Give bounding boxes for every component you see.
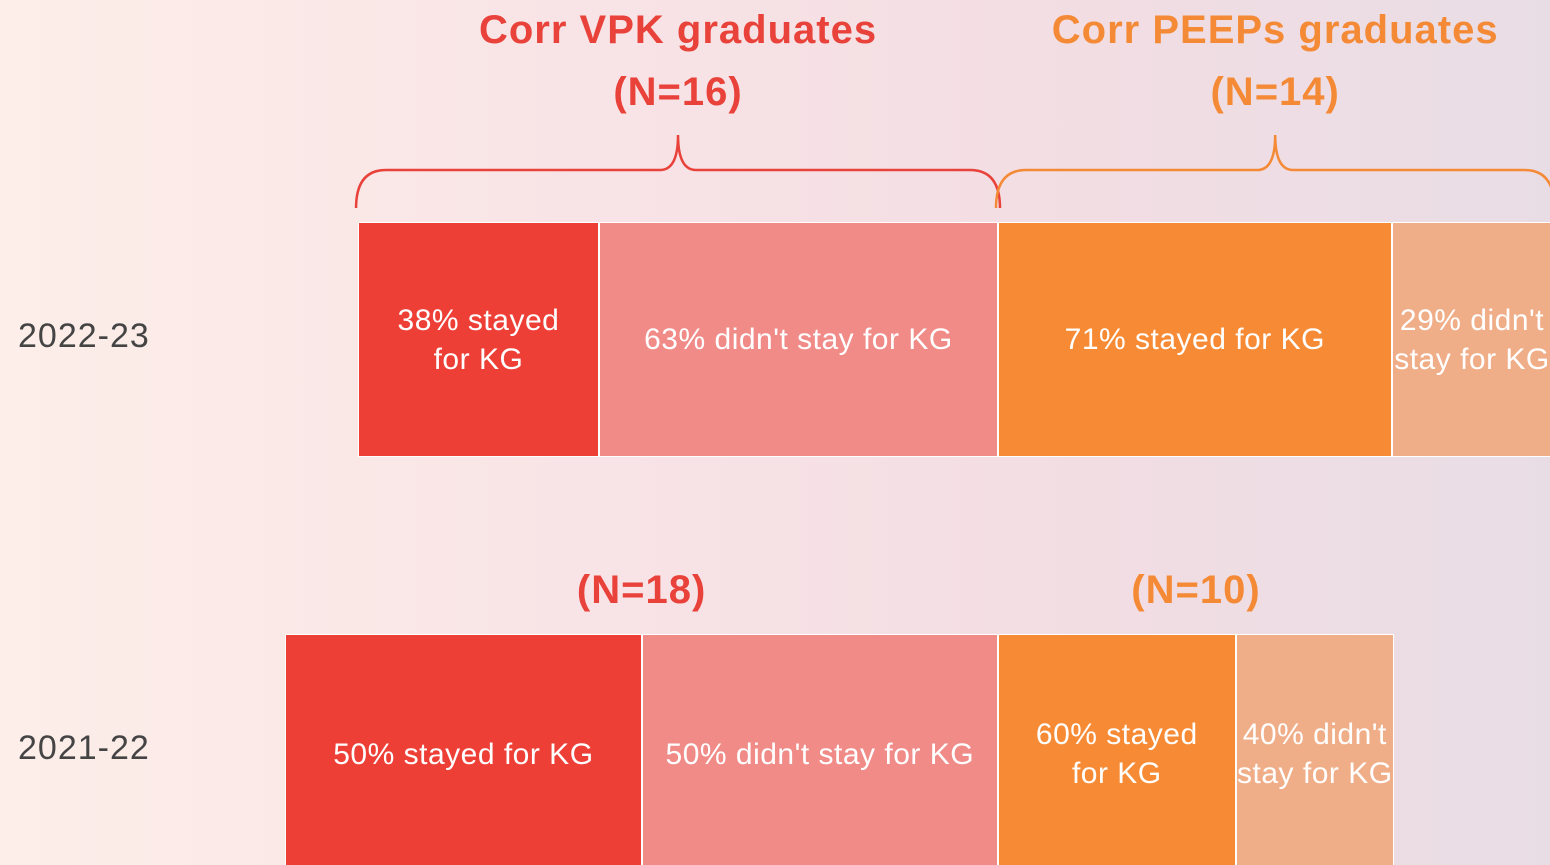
group-n-label: (N=16) [613, 70, 743, 114]
group-n-label: (N=18) [576, 568, 707, 612]
bar-segment: 29% didn't stay for KG [1391, 222, 1550, 457]
year-label: 2021-22 [18, 729, 150, 767]
bar-segment: 50% stayed for KG [285, 634, 642, 865]
bar-segment: 38% stayed for KG [358, 222, 599, 457]
bar-segment: 71% stayed for KG [998, 222, 1392, 457]
bar-segment: 40% didn't stay for KG [1235, 634, 1394, 865]
bar-segment: 63% didn't stay for KG [598, 222, 998, 457]
bar-segment: 50% didn't stay for KG [641, 634, 998, 865]
group-n-label: (N=10) [1131, 568, 1261, 612]
brace [354, 134, 1002, 209]
group-n-label: (N=14) [1210, 70, 1340, 114]
bar-segment: 60% stayed for KG [998, 634, 1236, 865]
group-title: Corr PEEPs graduates [1051, 8, 1499, 52]
brace [994, 134, 1550, 209]
group-title: Corr VPK graduates [478, 8, 878, 52]
year-label: 2022-23 [18, 317, 150, 355]
